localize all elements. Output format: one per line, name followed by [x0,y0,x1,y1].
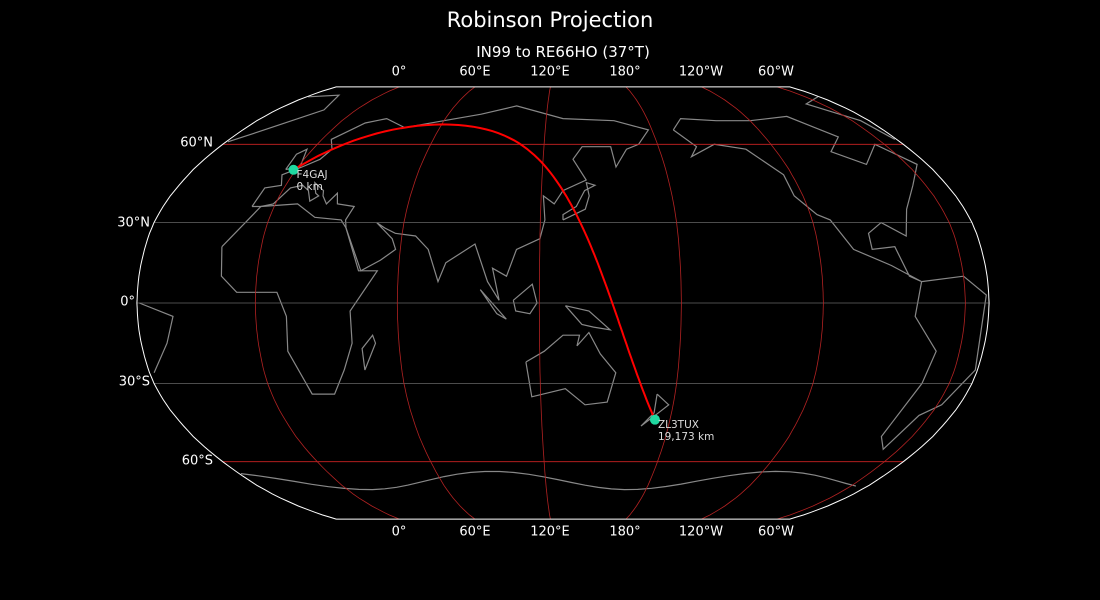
bottom-lon-label: 0° [391,524,407,540]
station-label: ZL3TUX 19,173 km [658,419,714,443]
map-title: Robinson Projection [446,8,654,32]
coastline-antarctica [240,470,857,491]
station-label: F4GAJ 0 km [296,169,327,193]
bottom-lon-label: 60°W [758,524,794,540]
top-lon-label: 0° [391,64,407,80]
top-lon-label: 60°E [459,64,491,80]
coastline [479,289,507,320]
map-boundary [136,86,990,520]
coastline [564,305,613,331]
station-distance: 0 km [296,180,323,193]
lat-label: 30°N [117,215,150,231]
top-lon-label: 180° [609,64,641,80]
coastline [361,333,377,371]
meridian-line [701,86,824,520]
bottom-lon-label: 120°W [678,524,724,540]
station-distance: 19,173 km [657,430,715,443]
coastline [672,115,922,283]
top-lon-label: 120°E [530,64,570,80]
coastline [251,105,650,301]
bottom-lon-label: 120°E [530,524,570,540]
station-call: F4GAJ [296,168,328,181]
meridian-line [254,86,400,520]
meridian-line [396,86,476,520]
lat-label: 30°S [118,374,150,390]
coastline [562,181,597,221]
top-lon-label: 60°W [758,64,794,80]
station-marker [649,414,660,425]
coastline [525,331,617,406]
coastline [227,94,341,143]
bottom-lon-label: 180° [609,524,641,540]
coastline [220,203,379,395]
meridian-line [538,86,551,520]
meridian-line [777,86,966,520]
coastline [512,283,538,315]
map-subtitle: IN99 to RE66HO (37°T) [476,43,650,61]
lat-label: 60°N [180,135,213,151]
lat-label: 60°S [181,453,213,469]
coastline [880,275,987,451]
meridian-line [625,86,682,520]
lat-label: 0° [120,294,135,310]
station-marker [288,164,299,175]
coastline [640,393,670,427]
bottom-lon-label: 60°E [459,524,491,540]
station-call: ZL3TUX [657,418,699,431]
coastline [139,302,174,373]
great-circle-path [292,123,656,421]
coastline [804,96,896,140]
top-lon-label: 120°W [678,64,724,80]
